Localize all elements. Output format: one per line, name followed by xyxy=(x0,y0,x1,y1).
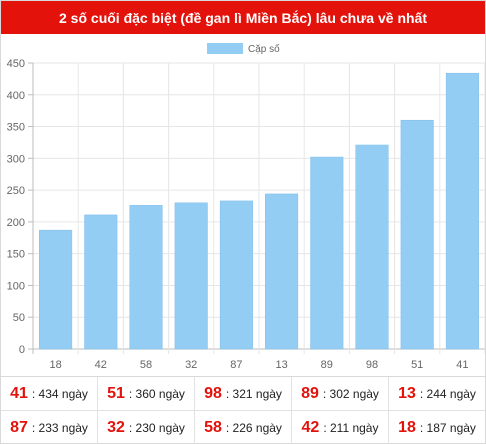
stats-number: 32 xyxy=(107,418,125,436)
stats-row: 41 : 434 ngày 51 : 360 ngày 98 : 321 ngà… xyxy=(1,377,485,410)
stats-number: 42 xyxy=(301,418,320,436)
stats-row: 87 : 233 ngày 32 : 230 ngày 58 : 226 ngà… xyxy=(1,410,485,444)
stats-cell: 58 : 226 ngày xyxy=(195,411,292,444)
y-tick-label: 450 xyxy=(7,58,25,70)
x-tick-label: 41 xyxy=(456,359,468,371)
stats-cell: 13 : 244 ngày xyxy=(389,377,485,410)
stats-days: : 302 ngày xyxy=(322,386,379,401)
bar xyxy=(174,202,208,350)
stats-days: : 230 ngày xyxy=(128,420,185,435)
y-tick-label: 300 xyxy=(7,153,25,165)
y-tick-label: 150 xyxy=(7,249,25,261)
x-tick-label: 58 xyxy=(140,359,152,371)
stats-days: : 360 ngày xyxy=(128,386,185,401)
stats-cell: 18 : 187 ngày xyxy=(389,411,485,444)
bar xyxy=(129,205,163,350)
stats-number: 13 xyxy=(398,384,416,402)
legend-label: Cặp số xyxy=(248,43,280,55)
stats-number: 41 xyxy=(10,384,28,402)
x-tick-label: 32 xyxy=(185,359,197,371)
stats-cell: 42 : 211 ngày xyxy=(292,411,389,444)
stats-cell: 89 : 302 ngày xyxy=(292,377,389,410)
bar xyxy=(265,193,299,350)
x-tick-label: 42 xyxy=(95,359,107,371)
stats-cell: 32 : 230 ngày xyxy=(98,411,195,444)
stats-days: : 434 ngày xyxy=(31,386,88,401)
bar xyxy=(219,200,253,350)
y-tick-label: 250 xyxy=(7,185,25,197)
bar xyxy=(445,72,479,350)
stats-days: : 244 ngày xyxy=(419,386,476,401)
stats-cell: 87 : 233 ngày xyxy=(1,411,98,444)
stats-number: 58 xyxy=(204,418,222,436)
legend-swatch xyxy=(207,43,243,54)
x-tick-label: 18 xyxy=(49,359,61,371)
x-tick-label: 13 xyxy=(275,359,287,371)
x-tick-label: 98 xyxy=(366,359,378,371)
stats-days: : 226 ngày xyxy=(225,420,282,435)
bar xyxy=(39,229,73,350)
x-tick-label: 51 xyxy=(411,359,423,371)
y-tick-label: 100 xyxy=(7,280,25,292)
stats-cell: 98 : 321 ngày xyxy=(195,377,292,410)
chart-title: 2 số cuối đặc biệt (đề gan lì Miền Bắc) … xyxy=(59,9,427,26)
bar xyxy=(84,214,118,350)
y-tick-label: 50 xyxy=(13,312,25,324)
x-tick-label: 87 xyxy=(230,359,242,371)
x-tick-label: 89 xyxy=(321,359,333,371)
stats-table: 41 : 434 ngày 51 : 360 ngày 98 : 321 ngà… xyxy=(1,376,485,444)
y-tick-label: 200 xyxy=(7,217,25,229)
y-tick-label: 0 xyxy=(19,344,25,356)
stats-cell: 51 : 360 ngày xyxy=(98,377,195,410)
bar xyxy=(355,144,389,350)
stats-number: 51 xyxy=(107,384,125,402)
stats-days: : 211 ngày xyxy=(323,420,379,435)
stats-days: : 187 ngày xyxy=(419,420,476,435)
stats-number: 98 xyxy=(204,384,222,402)
bar xyxy=(400,119,434,350)
stats-number: 18 xyxy=(398,418,416,436)
bar-chart: Cặp số 0 50 100 150 200 250 300 350 400 450 18 42 58 3… xyxy=(7,43,485,371)
stats-number: 89 xyxy=(301,384,319,402)
y-tick-label: 400 xyxy=(7,90,25,102)
bar xyxy=(310,156,344,350)
stats-number: 87 xyxy=(10,418,28,436)
y-tick-label: 350 xyxy=(7,122,25,134)
stats-cell: 41 : 434 ngày xyxy=(1,377,98,410)
stats-days: : 233 ngày xyxy=(31,420,88,435)
stats-days: : 321 ngày xyxy=(225,386,282,401)
chart-header: 2 số cuối đặc biệt (đề gan lì Miền Bắc) … xyxy=(1,1,485,34)
